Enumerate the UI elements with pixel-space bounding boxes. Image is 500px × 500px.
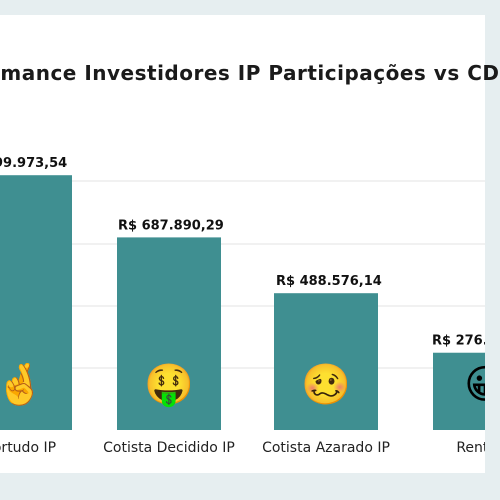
bar (274, 293, 378, 430)
crossed-fingers-icon: 🤞 (0, 361, 45, 408)
data-label: R$ 687.890,29 (118, 218, 224, 233)
grinning-face-icon: 😀 (464, 363, 485, 407)
chart-title: rmance Investidores IP Participações vs … (0, 61, 500, 85)
x-tick-label: Cotista Azarado IP (262, 440, 390, 456)
woozy-face-icon: 🥴 (301, 363, 351, 407)
x-tick-label: Cotista Decidido IP (103, 440, 235, 456)
money-mouth-face-icon: 🤑 (144, 363, 194, 408)
chart-card: 99.973,54 🤞 Sortudo IP R$ 687.890,29 🤑 Cotist… (0, 15, 485, 473)
x-tick-label: Sortudo IP (0, 440, 56, 456)
data-label: R$ 276.00 (432, 334, 485, 349)
bar-chart: 99.973,54 🤞 Sortudo IP R$ 687.890,29 🤑 Cotist… (0, 156, 485, 456)
bar (0, 175, 72, 430)
bar (433, 352, 485, 430)
data-label: 99.973,54 (0, 156, 67, 171)
x-tick-label: Rentista (456, 440, 485, 456)
data-label: R$ 488.576,14 (276, 274, 382, 289)
bar (117, 237, 221, 430)
